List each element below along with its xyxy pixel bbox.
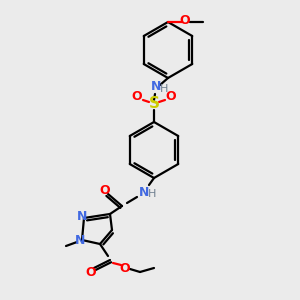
Text: O: O — [166, 91, 176, 103]
Text: O: O — [180, 14, 190, 28]
Text: O: O — [132, 91, 142, 103]
Text: O: O — [120, 262, 130, 275]
Text: O: O — [100, 184, 110, 196]
Text: S: S — [148, 97, 160, 112]
Text: N: N — [75, 235, 85, 248]
Text: N: N — [151, 80, 161, 94]
Text: H: H — [148, 189, 156, 199]
Text: N: N — [77, 211, 87, 224]
Text: O: O — [86, 266, 96, 278]
Text: H: H — [160, 84, 168, 94]
Text: N: N — [139, 185, 149, 199]
